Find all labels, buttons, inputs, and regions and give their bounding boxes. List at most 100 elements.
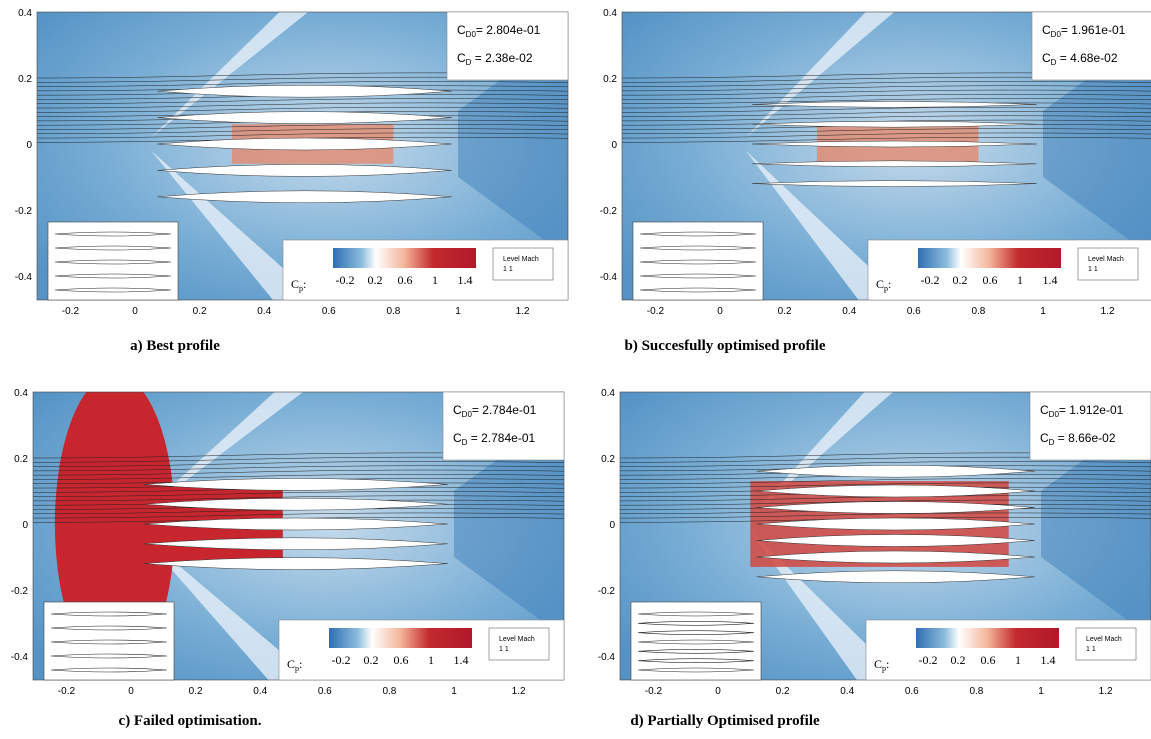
colorbar-tick-label: -0.2 [921,273,940,287]
coefficient-subscript: D0 [462,410,473,419]
caption: d) Partially Optimised profile [630,713,820,729]
colorbar-tick-label: 0.2 [364,653,379,667]
figure: -0.200.20.40.60.811.20.40.20-0.2-0.4CD0=… [0,0,1151,739]
x-tick-label: 0.4 [840,686,854,697]
y-tick-label: 0.4 [18,8,32,19]
legend-box [1076,628,1136,660]
coefficient-value: = 2.804e-01 [476,23,541,37]
y-tick-label: 0 [609,520,615,531]
y-tick-label: -0.2 [11,586,29,597]
x-tick-label: 0.8 [386,306,400,317]
coefficient-symbol: C [1040,403,1049,417]
colorbar-tick-label: 0.6 [981,653,996,667]
coefficient-symbol: C [457,51,466,65]
legend-row: 1 1 [1088,266,1098,273]
x-tick-label: 0 [717,306,723,317]
colorbar-tick-label: 1 [1017,273,1023,287]
coefficient-subscript: D0 [466,30,477,39]
colorbar-tick-label: 0.2 [953,273,968,287]
y-tick-label: 0 [22,520,28,531]
x-tick-label: 1 [1038,686,1044,697]
colorbar-tick-label: 0.2 [951,653,966,667]
coefficient-symbol: C [453,431,462,445]
legend-row: 1 1 [499,646,509,653]
colorbar-label: Cp: [874,657,889,673]
colorbar-tick-label: 1.4 [1041,653,1056,667]
colorbar-symbol: C [287,657,295,671]
colorbar-tick-label: 1 [428,653,434,667]
x-tick-label: 0.2 [778,306,792,317]
colorbar-suffix: : [888,277,891,291]
legend-header: Level Mach [1088,256,1124,263]
x-tick-label: 0.6 [905,686,919,697]
x-tick-label: 0.2 [776,686,790,697]
x-tick-label: 1.2 [516,306,530,317]
colorbar-symbol: C [874,657,882,671]
colorbar-suffix: : [303,277,306,291]
y-tick-label: 0.4 [14,388,28,399]
x-tick-label: 1.2 [1101,306,1115,317]
x-tick-label: 0.2 [189,686,203,697]
legend-header: Level Mach [1086,636,1122,643]
colorbar-tick-label: 0.6 [398,273,413,287]
colorbar-symbol: C [876,277,884,291]
x-tick-label: 1 [451,686,457,697]
x-tick-label: 1 [455,306,461,317]
colorbar-label: Cp: [291,277,306,293]
x-tick-label: 0.8 [382,686,396,697]
x-tick-label: 0.6 [318,686,332,697]
colorbar-tick-label: -0.2 [332,653,351,667]
colorbar-suffix: : [886,657,889,671]
coefficient-value: = 4.68e-02 [1056,51,1117,65]
x-tick-label: 0.6 [322,306,336,317]
colorbar [329,628,472,648]
y-tick-label: 0.2 [601,454,615,465]
coefficient-symbol: C [1042,23,1051,37]
legend-header: Level Mach [499,636,535,643]
colorbar [333,248,476,268]
y-tick-label: 0.4 [603,8,617,19]
y-tick-label: 0.2 [18,74,32,85]
coefficient-value: = 2.784e-01 [472,403,537,417]
coefficient-value: = 8.66e-02 [1054,431,1115,445]
legend-box [1078,248,1138,280]
coefficient-value: = 2.784e-01 [467,431,535,445]
x-tick-label: 1.2 [512,686,526,697]
legend-box [493,248,553,280]
colorbar-tick-label: -0.2 [919,653,938,667]
x-tick-label: 0.8 [971,306,985,317]
x-tick-label: 1 [1040,306,1046,317]
x-tick-label: 1.2 [1099,686,1113,697]
x-tick-label: 0.8 [969,686,983,697]
caption: c) Failed optimisation. [119,713,262,729]
y-tick-label: -0.2 [15,206,33,217]
panel: -0.200.20.40.60.811.20.40.20-0.2-0.4CD0=… [15,0,571,317]
panel: -0.200.20.40.60.811.20.40.20-0.2-0.4CD0=… [11,374,567,697]
y-tick-label: 0 [611,140,617,151]
x-tick-label: -0.2 [645,686,663,697]
x-tick-label: 0.4 [842,306,856,317]
coefficient-value: = 1.912e-01 [1059,403,1124,417]
y-tick-label: -0.4 [15,272,33,283]
colorbar-suffix: : [299,657,302,671]
colorbar [916,628,1059,648]
x-tick-label: 0.4 [253,686,267,697]
y-tick-label: -0.4 [600,272,618,283]
coefficient-value: = 1.961e-01 [1061,23,1126,37]
colorbar-label: Cp: [876,277,891,293]
colorbar-tick-label: 0.2 [368,273,383,287]
colorbar [918,248,1061,268]
x-tick-label: 0 [132,306,138,317]
colorbar-tick-label: 1.4 [1043,273,1058,287]
x-tick-label: -0.2 [62,306,80,317]
colorbar-tick-label: 1.4 [458,273,473,287]
coefficient-symbol: C [457,23,466,37]
y-tick-label: 0.2 [603,74,617,85]
y-tick-label: 0.4 [601,388,615,399]
coefficient-symbol: C [1042,51,1051,65]
x-tick-label: 0.2 [193,306,207,317]
x-tick-label: 0.4 [257,306,271,317]
panel: -0.200.20.40.60.811.20.40.20-0.2-0.4CD0=… [600,0,1151,317]
y-tick-label: -0.4 [598,652,616,663]
